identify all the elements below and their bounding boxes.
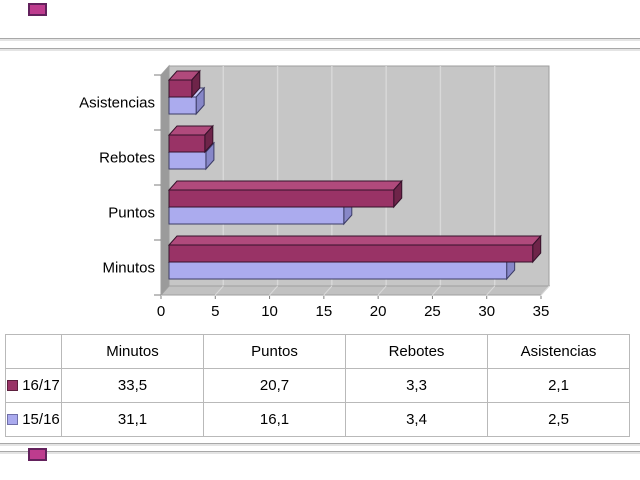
svg-text:0: 0 (157, 303, 165, 320)
svg-text:5: 5 (211, 303, 219, 320)
footer-rule-bottom-2 (0, 451, 640, 454)
cell-puntos-16-17: 20,7 (203, 368, 346, 403)
header-rule-top-1 (0, 38, 640, 41)
cell-minutos-16-17: 33,5 (61, 368, 204, 403)
svg-text:25: 25 (424, 303, 441, 320)
legend-chip-16-17 (7, 380, 19, 391)
table-row-15-16: 15/16 31,1 16,1 3,4 2,5 (5, 402, 630, 437)
svg-text:20: 20 (370, 303, 387, 320)
corner-accent-top (28, 3, 47, 16)
svg-text:Asistencias: Asistencias (79, 95, 155, 112)
cell-asistencias-15-16: 2,5 (487, 402, 630, 437)
svg-text:30: 30 (478, 303, 495, 320)
table-corner-cell (5, 334, 62, 369)
svg-text:Rebotes: Rebotes (99, 150, 155, 167)
cell-minutos-15-16: 31,1 (61, 402, 204, 437)
row-label-cell-16-17: 16/17 (5, 368, 62, 403)
svg-text:Puntos: Puntos (108, 205, 155, 222)
cell-rebotes-15-16: 3,4 (345, 402, 488, 437)
svg-text:10: 10 (261, 303, 278, 320)
table-row-16-17: 16/17 33,5 20,7 3,3 2,1 (5, 368, 630, 403)
svg-text:35: 35 (533, 303, 550, 320)
legend-chip-15-16 (7, 414, 19, 425)
row-label-15-16: 15/16 (22, 411, 60, 428)
cell-rebotes-16-17: 3,3 (345, 368, 488, 403)
table-header-rebotes: Rebotes (345, 334, 488, 369)
cell-asistencias-16-17: 2,1 (487, 368, 630, 403)
chart-data-table: Minutos Puntos Rebotes Asistencias 16/17… (5, 334, 630, 437)
row-label-cell-15-16: 15/16 (5, 402, 62, 437)
svg-text:Minutos: Minutos (102, 260, 155, 277)
table-header-row: Minutos Puntos Rebotes Asistencias (5, 334, 630, 369)
table-header-minutos: Minutos (61, 334, 204, 369)
row-label-16-17: 16/17 (22, 377, 60, 394)
table-header-asistencias: Asistencias (487, 334, 630, 369)
table-header-puntos: Puntos (203, 334, 346, 369)
footer-rule-bottom-1 (0, 443, 640, 446)
cell-puntos-15-16: 16,1 (203, 402, 346, 437)
corner-accent-bottom (28, 448, 47, 461)
svg-text:15: 15 (316, 303, 333, 320)
bar-chart-3d: 0 5 10 15 20 25 30 35 Asistencias Rebotes Puntos Mi… (79, 64, 551, 320)
header-rule-top-2 (0, 48, 640, 51)
